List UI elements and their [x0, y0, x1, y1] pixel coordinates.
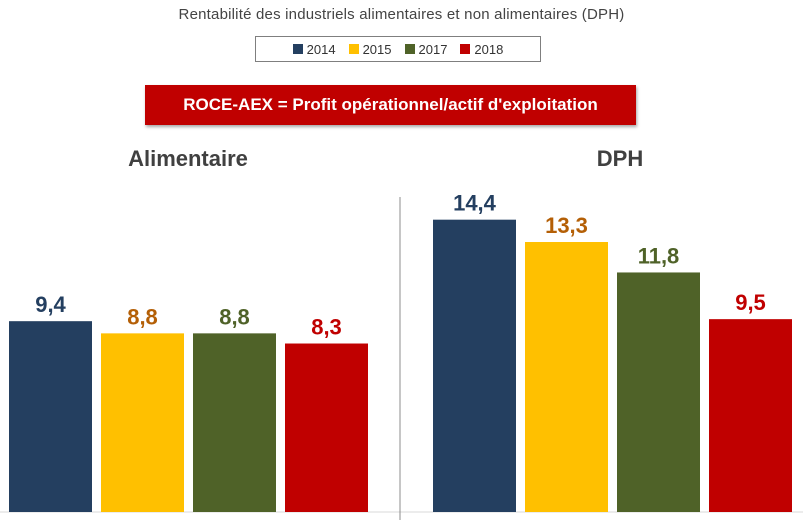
data-label-dph-2014: 14,4: [453, 191, 497, 216]
bar-dph-2015: [525, 242, 608, 512]
bar-alimentaire-2018: [285, 343, 368, 512]
legend-item-2015: 2015: [348, 41, 392, 57]
roce-annotation-box: ROCE-AEX = Profit opérationnel/actif d'e…: [145, 85, 636, 125]
legend-swatch-2015: [348, 44, 359, 54]
legend-swatch-2017: [404, 44, 415, 54]
bar-dph-2017: [617, 272, 700, 512]
group-title-dph: DPH: [596, 146, 644, 171]
bar-alimentaire-2017: [193, 333, 276, 512]
legend-swatch-2014: [292, 44, 303, 54]
legend-item-2018: 2018: [460, 42, 503, 57]
group-title-alimentaire: Alimentaire: [128, 146, 248, 171]
data-label-alimentaire-2017: 8,8: [219, 304, 250, 329]
chart-title: Rentabilité des industriels alimentaires…: [178, 6, 625, 23]
legend: 2014 2015 2017 2018: [255, 36, 541, 62]
legend-label-2017: 2017: [418, 41, 448, 57]
legend-label-2014: 2014: [306, 41, 336, 57]
legend-label-2015: 2015: [362, 41, 392, 57]
data-label-dph-2018: 9,5: [735, 290, 766, 315]
legend-item-2017: 2017: [404, 41, 448, 57]
bar-dph-2018: [709, 319, 792, 512]
legend-swatch-2018: [460, 44, 471, 54]
data-label-dph-2017: 11,8: [638, 243, 680, 268]
data-label-dph-2015: 13,3: [545, 213, 588, 238]
bar-alimentaire-2015: [101, 333, 184, 512]
data-label-alimentaire-2015: 8,8: [127, 304, 158, 329]
bar-dph-2014: [433, 219, 516, 512]
legend-label-2018: 2018: [474, 41, 504, 57]
legend-item-2014: 2014: [292, 41, 336, 57]
data-label-alimentaire-2018: 8,3: [311, 315, 342, 340]
bar-alimentaire-2014: [9, 321, 92, 512]
data-label-alimentaire-2014: 9,4: [35, 292, 66, 317]
